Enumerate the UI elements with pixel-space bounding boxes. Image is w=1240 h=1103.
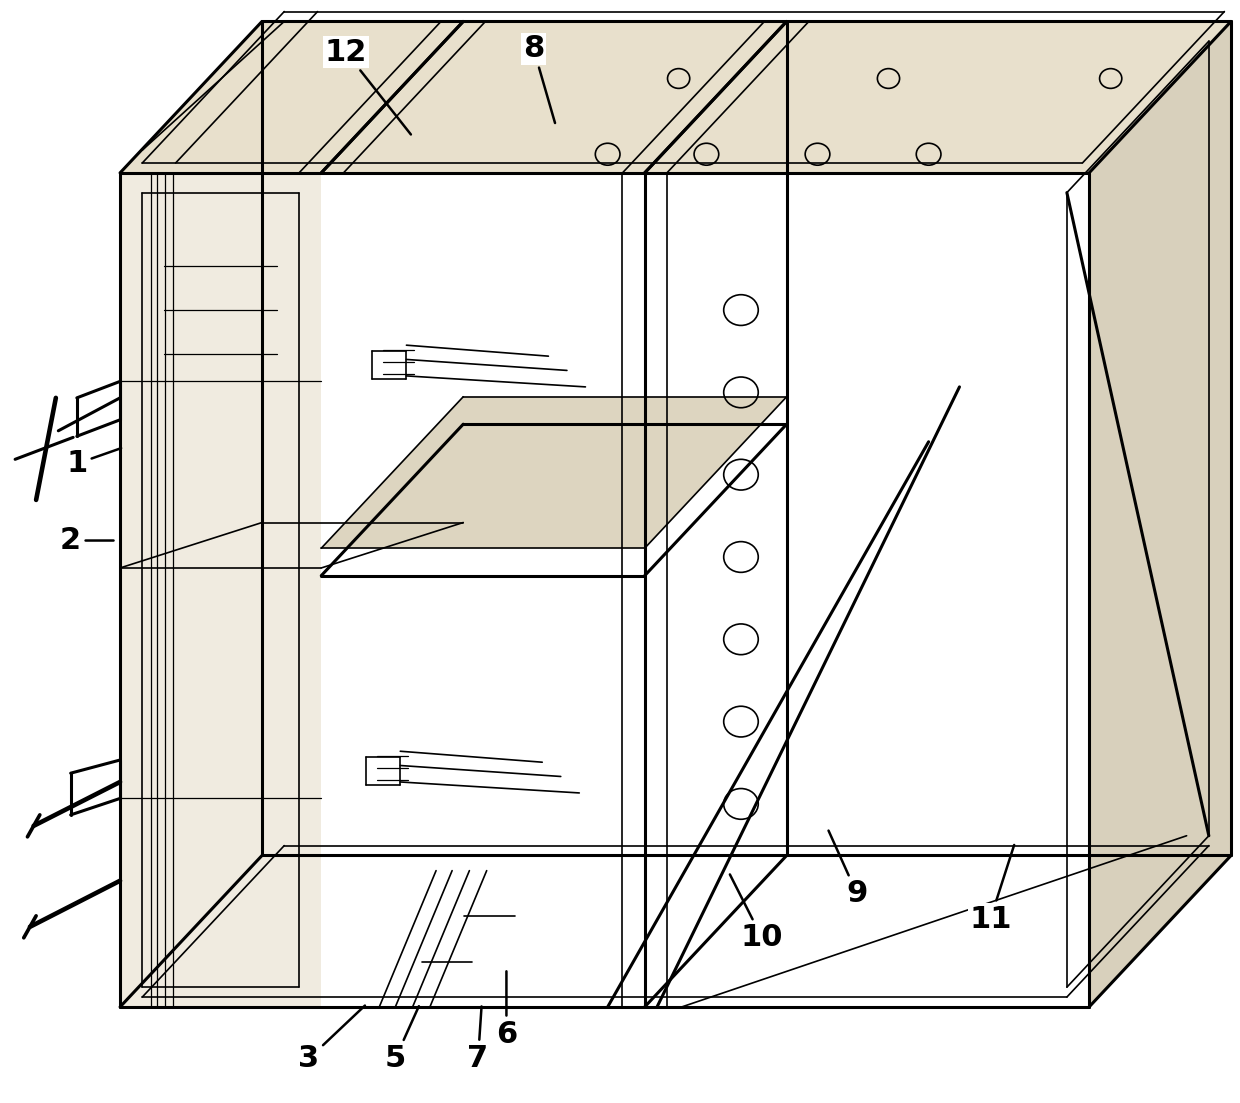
Text: 8: 8: [523, 34, 556, 124]
Text: 5: 5: [384, 1006, 419, 1073]
Text: 1: 1: [66, 448, 122, 479]
Text: 11: 11: [970, 845, 1014, 933]
Polygon shape: [120, 21, 1231, 173]
Text: 6: 6: [496, 972, 517, 1049]
Text: 10: 10: [730, 875, 784, 952]
Polygon shape: [1089, 21, 1231, 1007]
Text: 9: 9: [828, 831, 868, 909]
Text: 7: 7: [467, 1006, 489, 1073]
Text: 3: 3: [299, 1006, 365, 1073]
Polygon shape: [120, 173, 321, 1007]
Text: 2: 2: [60, 526, 114, 555]
Text: 12: 12: [325, 38, 410, 135]
Polygon shape: [321, 397, 786, 548]
